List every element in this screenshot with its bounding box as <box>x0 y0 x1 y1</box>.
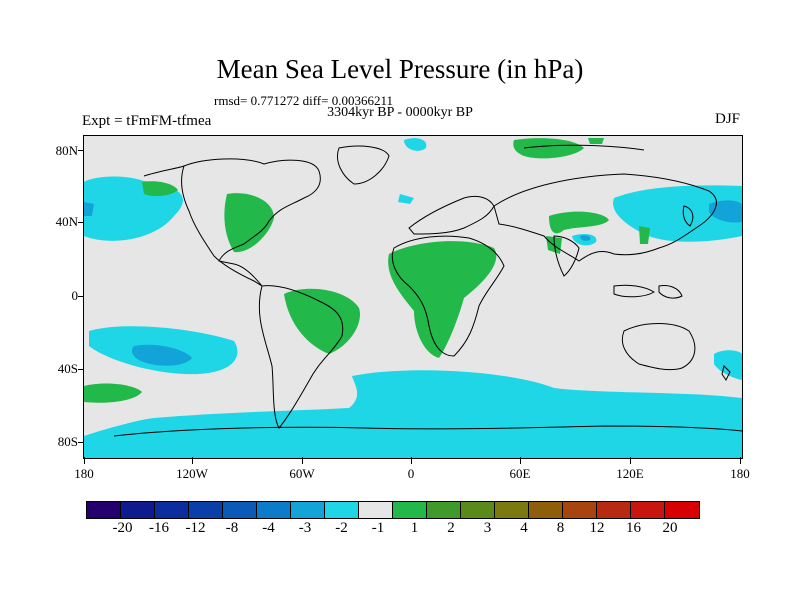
colorbar <box>86 501 700 519</box>
map-canvas <box>84 138 742 458</box>
colorbar-label: 3 <box>483 520 492 536</box>
colorbar-swatch <box>257 502 291 518</box>
colorbar-swatch <box>597 502 631 518</box>
colorbar-label: 1 <box>410 520 419 536</box>
colorbar-label: -12 <box>185 520 206 536</box>
lon-label-180e: 180 <box>730 466 750 481</box>
colorbar-label: 12 <box>589 520 605 536</box>
lon-label-120e: 120E <box>616 466 644 481</box>
colorbar-label: -1 <box>371 520 385 536</box>
x-tick <box>192 457 193 464</box>
x-tick <box>630 457 631 464</box>
colorbar-swatch <box>427 502 461 518</box>
y-tick <box>78 369 84 370</box>
colorbar-swatch <box>155 502 189 518</box>
colorbar-swatch <box>631 502 665 518</box>
colorbar-label: 16 <box>626 520 641 536</box>
colorbar-swatch <box>325 502 359 518</box>
colorbar-label: 20 <box>662 520 678 536</box>
map-panel <box>83 135 743 459</box>
lon-label-60e: 60E <box>509 466 531 481</box>
colorbar-swatch <box>189 502 223 518</box>
y-tick <box>78 442 84 443</box>
period-text: 3304kyr BP - 0000kyr BP <box>327 105 473 120</box>
colorbar-label: 8 <box>556 520 565 536</box>
lat-label-40s: 40S <box>57 361 78 376</box>
x-tick <box>302 457 303 464</box>
x-tick <box>520 457 521 464</box>
lon-label-120w: 120W <box>176 466 208 481</box>
colorbar-swatch <box>291 502 325 518</box>
y-tick <box>78 296 84 297</box>
colorbar-label: 4 <box>520 520 528 536</box>
lat-label-eq: 0 <box>71 288 79 303</box>
lon-label-180w: 180 <box>74 466 94 481</box>
y-tick <box>78 150 84 151</box>
x-tick <box>84 457 85 464</box>
colorbar-swatch <box>393 502 427 518</box>
colorbar-swatch <box>121 502 155 518</box>
x-tick <box>740 457 741 464</box>
lat-label-80s: 80S <box>57 434 78 449</box>
colorbar-label: -3 <box>298 520 312 536</box>
colorbar-swatch <box>87 502 121 518</box>
colorbar-swatch <box>359 502 393 518</box>
season-label: DJF <box>714 111 740 127</box>
colorbar-swatch <box>665 502 699 518</box>
stats-text: rmsd= 0.771272 diff= 0.00366211 <box>214 93 393 108</box>
lon-label-60w: 60W <box>289 466 315 481</box>
colorbar-label: -2 <box>335 520 348 536</box>
colorbar-label: -4 <box>262 520 275 536</box>
colorbar-swatch <box>461 502 495 518</box>
lat-label-80n: 80N <box>55 143 78 158</box>
colorbar-swatch <box>529 502 563 518</box>
coastlines <box>113 144 742 437</box>
y-tick <box>78 222 84 223</box>
negative-strong-regions <box>84 200 742 366</box>
x-tick <box>411 457 412 464</box>
lon-label-0: 0 <box>407 466 415 481</box>
colorbar-swatch <box>495 502 529 518</box>
colorbar-label: 2 <box>447 520 455 536</box>
colorbar-label: -16 <box>149 520 169 536</box>
colorbar-label: -20 <box>112 520 133 536</box>
map-title: Mean Sea Level Pressure (in hPa) <box>216 54 584 84</box>
experiment-label: Expt = tFmFM-tfmea <box>82 113 212 129</box>
colorbar-swatch <box>223 502 257 518</box>
colorbar-swatch <box>563 502 597 518</box>
colorbar-label: -8 <box>225 520 239 536</box>
lat-label-40n: 40N <box>55 214 78 229</box>
